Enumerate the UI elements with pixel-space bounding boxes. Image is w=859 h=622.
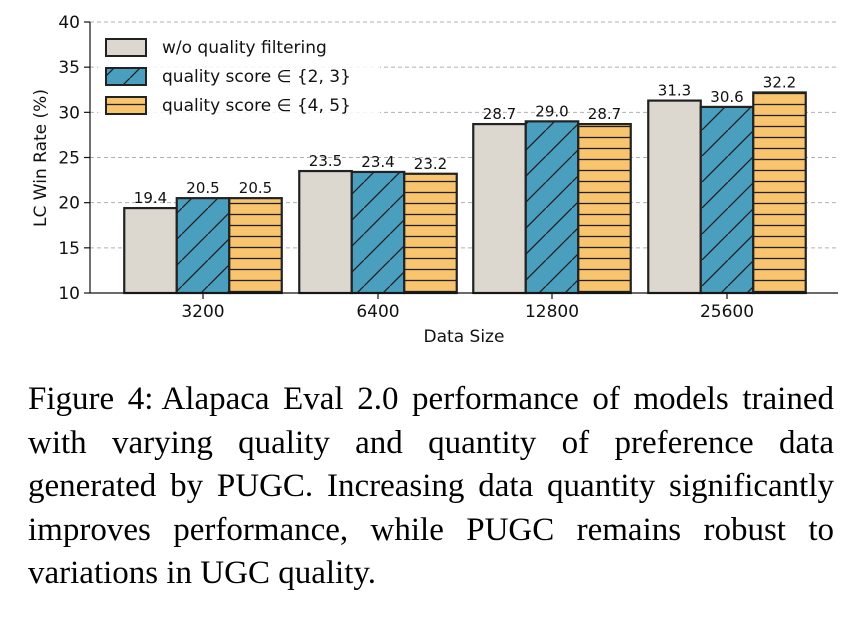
bar-hatch [578, 124, 631, 294]
y-axis-label: LC Win Rate (%) [31, 89, 51, 227]
y-tick-label: 25 [58, 149, 80, 169]
bar-hatch [176, 198, 230, 293]
bar [648, 100, 701, 293]
data-label: 31.3 [658, 82, 691, 100]
legend-swatch-hatch [106, 97, 146, 114]
bar [124, 208, 177, 293]
caption-text: Alapaca Eval 2.0 performance of models t… [28, 381, 834, 591]
x-tick-labels: 3200 6400 12800 25600 [181, 293, 754, 322]
x-tick-label: 12800 [525, 302, 579, 322]
x-tick-label: 25600 [700, 302, 754, 322]
legend: w/o quality filtering quality score ∈ {2,… [98, 30, 380, 120]
y-tick-label: 10 [58, 284, 80, 304]
data-label: 23.5 [309, 152, 342, 170]
caption-label: Figure 4: [28, 381, 154, 417]
legend-label: quality score ∈ {4, 5} [162, 96, 351, 116]
y-tick-label: 30 [58, 103, 80, 123]
data-label: 23.4 [361, 153, 394, 171]
y-tick-label: 20 [58, 194, 80, 214]
data-label: 19.4 [134, 189, 167, 207]
x-tick-label: 6400 [356, 302, 399, 322]
legend-label: w/o quality filtering [162, 38, 327, 58]
x-axis-label: Data Size [424, 327, 505, 347]
bar-hatch [700, 106, 754, 293]
data-label: 32.2 [763, 73, 796, 91]
legend-swatch-outline [105, 67, 147, 86]
bar-hatch [525, 121, 579, 293]
bar-hatch [351, 171, 405, 293]
bars [123, 91, 807, 295]
data-label: 28.7 [483, 105, 516, 123]
figure-caption: Figure 4: Alapaca Eval 2.0 performance of… [28, 378, 834, 596]
bar-hatch [404, 173, 457, 293]
y-tick-labels: 10 15 20 25 30 35 40 [58, 13, 90, 304]
data-label: 28.7 [588, 105, 621, 123]
data-label: 23.2 [414, 155, 447, 173]
bar-hatch [229, 198, 282, 293]
bar-hatch [753, 92, 806, 294]
data-label: 29.0 [535, 102, 568, 120]
legend-label: quality score ∈ {2, 3} [162, 67, 351, 87]
data-labels: 19.4 20.5 20.5 23.5 23.4 23.2 28.7 29.0 28.7 31.3… [134, 73, 796, 207]
y-tick-label: 35 [58, 58, 80, 78]
legend-swatch [106, 39, 146, 56]
data-label: 20.5 [186, 179, 219, 197]
x-tick-label: 3200 [181, 302, 224, 322]
data-label: 30.6 [710, 88, 743, 106]
legend-swatch-outline [105, 38, 147, 57]
bar [473, 124, 526, 294]
data-label: 20.5 [239, 179, 272, 197]
bar [299, 171, 352, 293]
legend-swatch-hatch [106, 68, 146, 85]
y-tick-label: 15 [58, 239, 80, 259]
legend-swatch-outline [105, 96, 147, 115]
y-tick-label: 40 [58, 13, 80, 33]
bar-chart: 19.4 20.5 20.5 23.5 23.4 23.2 28.7 29.0 28.7 31.3… [31, 13, 838, 347]
